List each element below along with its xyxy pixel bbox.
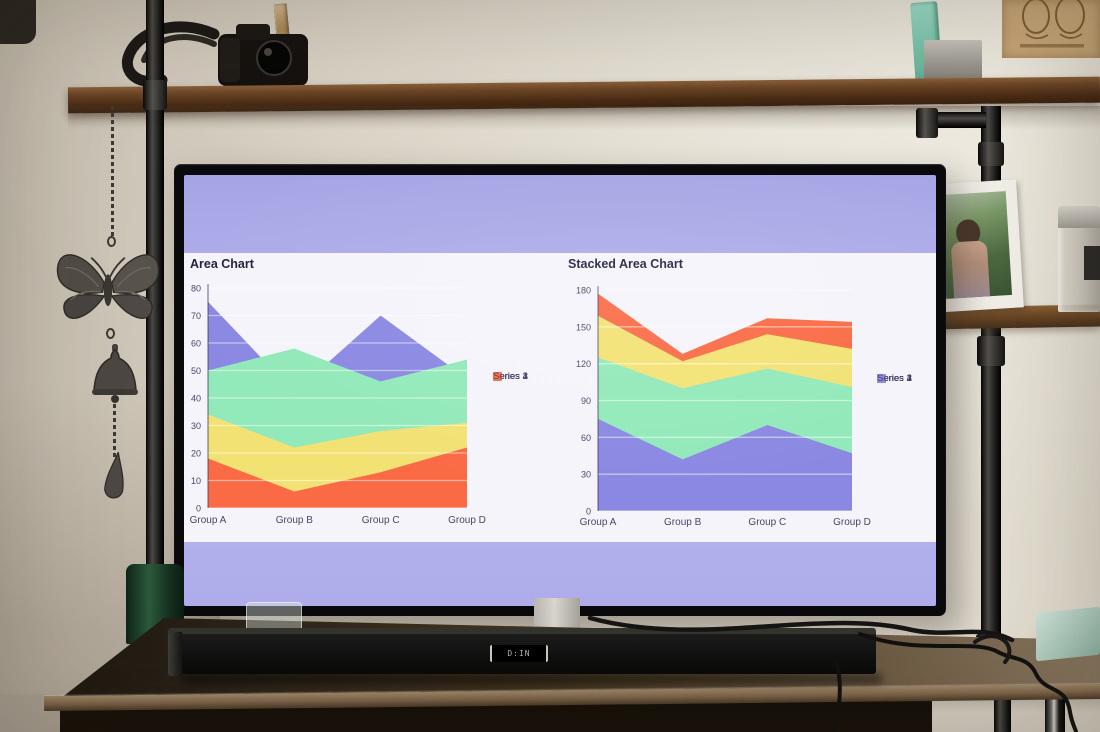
series-area bbox=[598, 418, 852, 511]
area-plot: 0 10 20 30 40 50 60 70 80 Group A Group B Group C Gr… bbox=[190, 284, 486, 527]
camera bbox=[218, 24, 308, 86]
ornament-ring bbox=[106, 328, 115, 339]
soundbar-shadow bbox=[182, 674, 882, 684]
left-pipe bbox=[146, 0, 164, 650]
series-area bbox=[208, 447, 467, 508]
x-category-label: Group B bbox=[664, 517, 702, 528]
chart-title: Area Chart bbox=[190, 257, 490, 273]
y-tick-label: 20 bbox=[191, 449, 201, 459]
y-tick-label: 70 bbox=[191, 311, 201, 321]
teardrop-pendant bbox=[104, 452, 124, 499]
legend-label: Series 1 bbox=[493, 371, 528, 382]
poster-doodles bbox=[1020, 0, 1085, 48]
tv-screen: Area Chart 0 10 20 30 40 50 60 70 80 Group A Group… bbox=[184, 175, 936, 606]
y-tick-label: 150 bbox=[576, 322, 591, 332]
legend-label: Series 4 bbox=[493, 371, 528, 382]
pipe-leg bbox=[994, 700, 1011, 732]
x-category-label: Group D bbox=[833, 517, 871, 528]
soundbar-end-cap bbox=[168, 632, 182, 676]
area-chart: Area Chart 0 10 20 30 40 50 60 70 80 Group A Group… bbox=[186, 255, 554, 537]
x-category-label: Group C bbox=[362, 515, 400, 526]
ornament-chain bbox=[111, 106, 114, 238]
y-tick-label: 50 bbox=[191, 366, 201, 376]
x-category-label: Group C bbox=[748, 517, 786, 528]
soundbar: D:IN bbox=[168, 628, 876, 678]
jar-lid bbox=[1058, 206, 1100, 228]
right-pipe-coupling bbox=[978, 142, 1004, 166]
framed-photo bbox=[939, 191, 1013, 299]
stacked-area-chart: Stacked Area Chart 0 30 60 90 120 150 180 Group… bbox=[564, 255, 934, 537]
ornament-chain bbox=[113, 404, 116, 458]
y-tick-label: 80 bbox=[191, 284, 201, 294]
x-category-label: Group A bbox=[580, 517, 617, 528]
legend-label: Series 2 bbox=[877, 373, 912, 384]
y-tick-label: 10 bbox=[191, 476, 201, 486]
y-tick-label: 0 bbox=[196, 504, 201, 514]
y-tick-label: 180 bbox=[576, 286, 591, 296]
x-category-label: Group D bbox=[448, 515, 486, 526]
glass-jar bbox=[1058, 206, 1100, 312]
y-tick-label: 90 bbox=[581, 396, 591, 406]
tv: Area Chart 0 10 20 30 40 50 60 70 80 Group A Group… bbox=[174, 164, 946, 616]
left-pipe-coupling bbox=[143, 80, 167, 110]
y-tick-label: 30 bbox=[191, 421, 201, 431]
right-pipe-tee bbox=[977, 336, 1005, 366]
x-category-label: Group B bbox=[276, 515, 314, 526]
right-pipe-arm bbox=[922, 112, 986, 128]
photo-person-body bbox=[950, 240, 991, 299]
dark-corner-object bbox=[0, 0, 36, 44]
y-tick-label: 30 bbox=[581, 470, 591, 480]
y-tick-label: 120 bbox=[576, 359, 591, 369]
screen-glare bbox=[184, 175, 936, 606]
legend-label: Series 2 bbox=[493, 371, 528, 382]
legend-label: Series 4 bbox=[877, 373, 912, 384]
chart-title: Stacked Area Chart bbox=[568, 257, 868, 273]
legend-label: Series 1 bbox=[877, 373, 912, 384]
ornament-ring bbox=[107, 236, 116, 247]
soundbar-display-text: D:IN bbox=[507, 649, 531, 658]
legend-swatch bbox=[877, 373, 886, 383]
x-category-label: Group A bbox=[190, 515, 227, 526]
y-tick-label: 40 bbox=[191, 394, 201, 404]
jar-label bbox=[1084, 246, 1100, 280]
bell-ornament bbox=[92, 344, 138, 403]
y-tick-label: 60 bbox=[191, 339, 201, 349]
y-tick-label: 0 bbox=[586, 507, 591, 517]
legend-label: Series 3 bbox=[877, 373, 912, 384]
kraft-poster bbox=[1002, 0, 1100, 58]
legend-label: Series 3 bbox=[493, 371, 528, 382]
dvd-collection bbox=[273, 0, 927, 89]
butterfly-ornament bbox=[56, 254, 160, 319]
soundbar-top bbox=[168, 628, 876, 635]
cables bbox=[587, 615, 1078, 732]
stacked-area-plot: 0 30 60 90 120 150 180 Group A Group B Group C Gro… bbox=[576, 286, 871, 529]
soundbar-display: D:IN bbox=[490, 645, 548, 662]
y-tick-label: 60 bbox=[581, 433, 591, 443]
pipe-leg bbox=[1045, 698, 1065, 732]
legend-swatch bbox=[493, 371, 502, 381]
right-pipe-elbow bbox=[916, 108, 938, 138]
